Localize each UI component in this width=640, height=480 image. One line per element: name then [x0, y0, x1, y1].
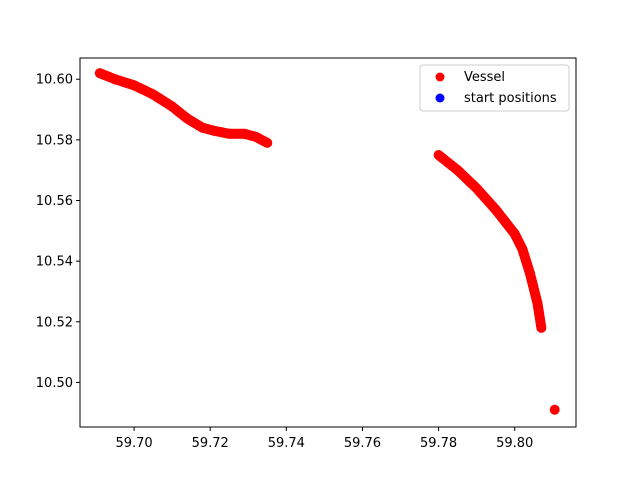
x-tick-label: 59.70 [115, 436, 152, 451]
x-tick-label: 59.72 [192, 436, 229, 451]
points-layer [94, 68, 560, 415]
x-tick-label: 59.74 [268, 436, 305, 451]
legend-box [419, 64, 570, 112]
legend-label-vessel: Vessel [464, 70, 505, 85]
data-point [549, 404, 560, 415]
legend-marker-vessel [435, 72, 445, 82]
data-point [536, 322, 547, 333]
x-axis: 59.70 59.72 59.74 59.76 59.78 59.80 [115, 427, 533, 451]
legend: Vessel start positions [419, 64, 570, 112]
y-tick-label: 10.52 [36, 315, 73, 330]
x-tick-label: 59.76 [344, 436, 381, 451]
legend-marker-start-positions [435, 93, 445, 103]
plot-area [80, 58, 576, 427]
plot-frame [79, 57, 577, 428]
y-tick-label: 10.50 [36, 376, 73, 391]
y-axis: 10.50 10.52 10.54 10.56 10.58 10.60 [36, 73, 80, 391]
legend-label-start-positions: start positions [464, 91, 557, 106]
data-point [262, 137, 273, 148]
y-tick-label: 10.58 [36, 133, 73, 148]
y-tick-label: 10.56 [36, 194, 73, 209]
x-tick-label: 59.80 [496, 436, 533, 451]
y-tick-label: 10.60 [36, 73, 73, 88]
x-tick-label: 59.78 [420, 436, 457, 451]
y-tick-label: 10.54 [36, 255, 73, 270]
